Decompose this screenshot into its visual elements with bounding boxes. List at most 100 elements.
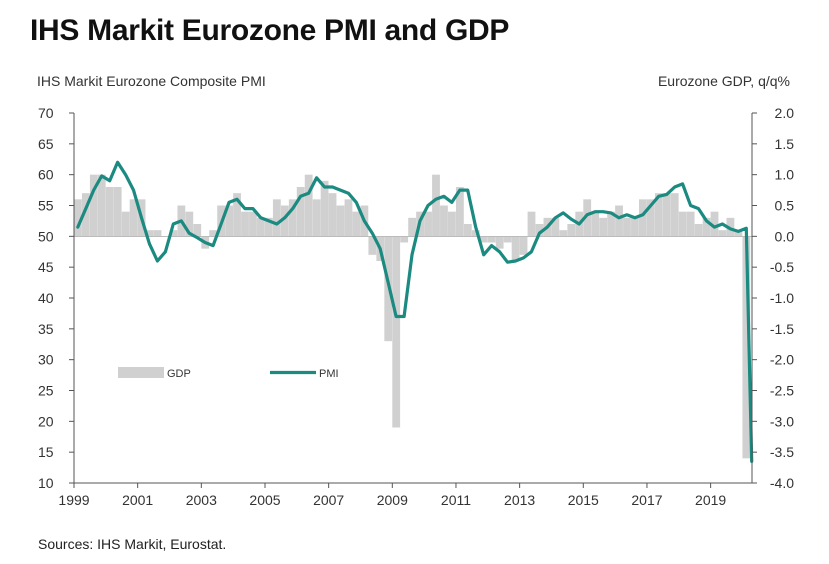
right-tick-label: -1.5 bbox=[770, 321, 794, 337]
gdp-bar bbox=[344, 199, 353, 237]
source-note: Sources: IHS Markit, Eurostat. bbox=[38, 536, 227, 552]
x-tick-label: 2011 bbox=[441, 492, 471, 508]
left-tick-label: 45 bbox=[38, 259, 54, 275]
gdp-bar bbox=[241, 211, 249, 237]
gdp-bar bbox=[392, 236, 401, 428]
right-tick-label: -2.0 bbox=[770, 352, 794, 368]
gdp-bar bbox=[368, 236, 377, 255]
gdp-bar bbox=[591, 211, 600, 237]
gdp-bar bbox=[742, 236, 751, 459]
left-tick-label: 50 bbox=[38, 228, 54, 244]
x-tick-label: 2005 bbox=[249, 492, 280, 508]
axes bbox=[73, 113, 753, 484]
gdp-bar bbox=[535, 224, 544, 237]
gdp-bar bbox=[288, 199, 297, 237]
gdp-bar bbox=[471, 230, 480, 237]
right-tick-label: -1.0 bbox=[770, 290, 794, 306]
gdp-bar bbox=[678, 211, 687, 237]
gdp-bar bbox=[487, 236, 496, 243]
gdp-bar bbox=[479, 236, 488, 243]
left-tick-label: 70 bbox=[38, 105, 54, 121]
left-tick-label: 35 bbox=[38, 321, 54, 337]
gdp-bar bbox=[583, 199, 592, 237]
gdp-bar bbox=[257, 217, 265, 237]
gdp-bar bbox=[527, 211, 536, 237]
legend-gdp-label: GDP bbox=[167, 368, 191, 380]
legend-pmi-label: PMI bbox=[319, 368, 339, 380]
chart-area: 706560555045403530252015102.01.51.00.50.… bbox=[37, 73, 795, 508]
left-axis-label: IHS Markit Eurozone Composite PMI bbox=[37, 73, 266, 89]
gdp-bar bbox=[686, 211, 695, 237]
gdp-bar bbox=[607, 211, 615, 237]
left-tick-label: 60 bbox=[38, 167, 54, 183]
right-tick-label: -2.5 bbox=[770, 383, 794, 399]
gdp-bar bbox=[718, 230, 727, 237]
right-tick-label: 0.0 bbox=[775, 228, 795, 244]
gdp-bar bbox=[440, 205, 448, 237]
gdp-bar bbox=[599, 217, 608, 237]
gdp-bar bbox=[352, 211, 361, 237]
gdp-bar bbox=[272, 199, 281, 237]
gdp-bar bbox=[551, 217, 560, 237]
gdp-bar bbox=[304, 174, 313, 237]
left-tick-label: 40 bbox=[38, 290, 54, 306]
gdp-bar bbox=[670, 193, 679, 237]
gdp-bar bbox=[81, 193, 90, 237]
left-tick-label: 55 bbox=[38, 198, 54, 214]
gdp-bar bbox=[233, 193, 241, 237]
gdp-bar bbox=[734, 230, 743, 237]
gdp-bar bbox=[105, 187, 114, 237]
gdp-bar bbox=[74, 199, 82, 237]
left-tick-label: 30 bbox=[38, 352, 54, 368]
gdp-bar bbox=[225, 205, 233, 237]
x-tick-label: 2009 bbox=[377, 492, 408, 508]
gdp-bar bbox=[408, 217, 417, 237]
x-tick-label: 2013 bbox=[504, 492, 535, 508]
gdp-bar bbox=[623, 217, 631, 237]
right-tick-label: -0.5 bbox=[770, 259, 794, 275]
gdp-bar bbox=[121, 211, 130, 237]
gdp-bar bbox=[296, 187, 305, 237]
gdp-bar bbox=[97, 174, 106, 237]
gdp-bar bbox=[129, 199, 138, 237]
legend: GDP PMI bbox=[118, 367, 339, 380]
gdp-bar bbox=[702, 217, 711, 237]
gdp-bar bbox=[264, 217, 273, 237]
gdp-bar bbox=[495, 236, 504, 249]
gdp-bar bbox=[694, 224, 703, 237]
legend-gdp-swatch bbox=[118, 367, 164, 378]
gdp-bar bbox=[153, 230, 162, 237]
gdp-bar bbox=[639, 199, 647, 237]
right-tick-label: 1.5 bbox=[775, 136, 795, 152]
gdp-bar bbox=[615, 205, 623, 237]
x-tick-label: 2001 bbox=[122, 492, 153, 508]
gdp-bar bbox=[567, 224, 576, 237]
gdp-bar bbox=[559, 230, 568, 237]
gdp-bar bbox=[193, 224, 202, 237]
right-tick-label: -3.0 bbox=[770, 413, 794, 429]
gdp-bar bbox=[455, 187, 464, 237]
x-tick-label: 2015 bbox=[568, 492, 599, 508]
x-tick-label: 1999 bbox=[58, 492, 89, 508]
gdp-bar bbox=[654, 193, 663, 237]
gdp-bar bbox=[519, 236, 528, 255]
gdp-bar bbox=[185, 211, 194, 237]
x-tick-label: 2007 bbox=[313, 492, 344, 508]
left-tick-label: 25 bbox=[38, 383, 54, 399]
gdp-bar bbox=[328, 193, 337, 237]
gdp-bar bbox=[710, 211, 719, 237]
chart-title: IHS Markit Eurozone PMI and GDP bbox=[30, 14, 510, 47]
gdp-bar bbox=[511, 236, 520, 261]
gdp-bar bbox=[336, 205, 345, 237]
gdp-bar bbox=[320, 180, 329, 237]
gdp-bar bbox=[662, 193, 671, 237]
gdp-bar bbox=[631, 217, 639, 237]
left-tick-label: 15 bbox=[38, 444, 54, 460]
gdp-bar bbox=[249, 211, 257, 237]
right-tick-label: -3.5 bbox=[770, 444, 794, 460]
left-tick-label: 65 bbox=[38, 136, 54, 152]
gdp-bar bbox=[312, 199, 321, 237]
gdp-bar bbox=[169, 230, 178, 237]
gdp-bar bbox=[400, 236, 409, 243]
x-tick-label: 2017 bbox=[631, 492, 662, 508]
